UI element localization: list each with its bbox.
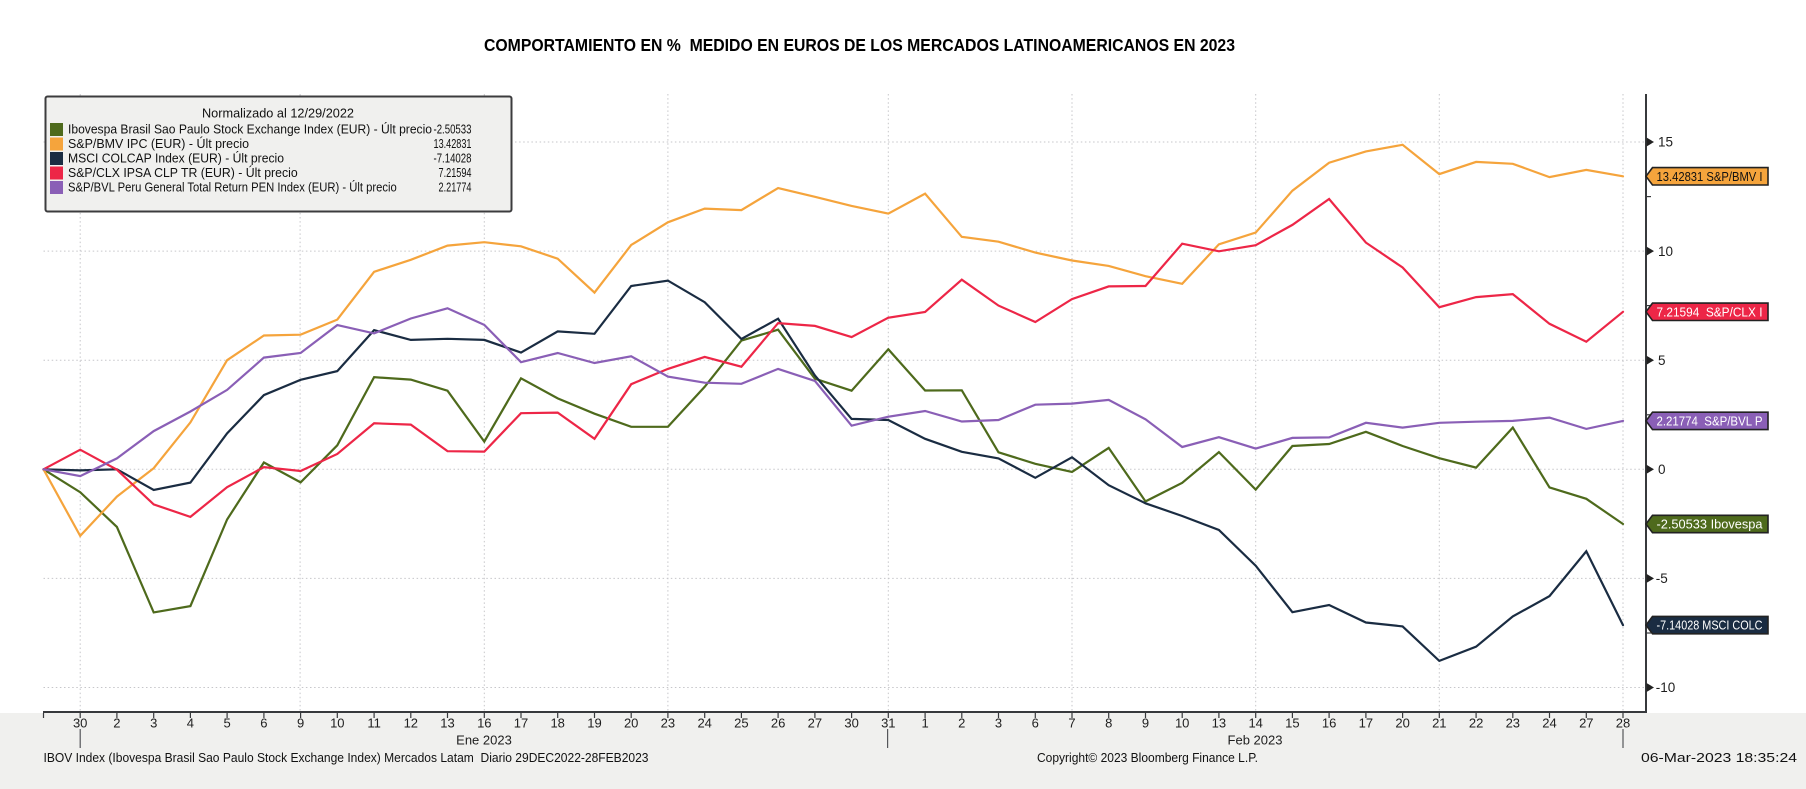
svg-text:24: 24 [1542,716,1556,731]
svg-text:10: 10 [330,716,344,731]
svg-text:IBOV Index (Ibovespa Brasil Sa: IBOV Index (Ibovespa Brasil Sao Paulo St… [44,750,649,765]
svg-text:16: 16 [1322,716,1336,731]
svg-text:Ene 2023: Ene 2023 [456,733,512,748]
svg-text:30: 30 [73,716,87,731]
svg-text:19: 19 [587,716,601,731]
svg-text:Feb 2023: Feb 2023 [1228,733,1283,748]
svg-text:0: 0 [1658,462,1666,477]
svg-text:15: 15 [1658,135,1673,150]
svg-text:MSCI COLCAP Index (EUR) - Últ: MSCI COLCAP Index (EUR) - Últ precio [68,151,284,166]
svg-text:12: 12 [404,716,418,731]
svg-text:10: 10 [1175,716,1189,731]
svg-text:3: 3 [150,716,157,731]
svg-text:14: 14 [1248,716,1262,731]
svg-text:11: 11 [367,716,381,731]
svg-text:6: 6 [1032,716,1039,731]
svg-text:13.42831: 13.42831 [434,137,472,151]
svg-text:23: 23 [661,716,675,731]
svg-text:2: 2 [958,716,965,731]
svg-text:16: 16 [477,716,491,731]
svg-text:7.21594 S&P/CLX I: 7.21594 S&P/CLX I [1657,304,1763,319]
svg-text:17: 17 [1359,716,1373,731]
svg-text:27: 27 [808,716,822,731]
svg-text:S&P/CLX IPSA CLP TR (EUR) - Úl: S&P/CLX IPSA CLP TR (EUR) - Últ precio [68,165,298,180]
svg-text:4: 4 [187,716,194,731]
svg-text:7.21594: 7.21594 [439,166,472,180]
svg-text:20: 20 [1395,716,1409,731]
svg-text:27: 27 [1579,716,1593,731]
svg-text:23: 23 [1506,716,1520,731]
svg-text:-2.50533 Ibovespa: -2.50533 Ibovespa [1657,517,1764,532]
svg-text:2.21774 S&P/BVL P: 2.21774 S&P/BVL P [1657,414,1763,429]
svg-text:28: 28 [1616,716,1630,731]
svg-text:9: 9 [297,716,304,731]
svg-text:5: 5 [1658,353,1666,368]
svg-text:10: 10 [1658,244,1673,259]
svg-text:-2.50533: -2.50533 [434,123,472,137]
svg-text:20: 20 [624,716,638,731]
svg-text:-7.14028 MSCI COLC: -7.14028 MSCI COLC [1657,618,1763,633]
svg-text:S&P/BVL Peru General Total Ret: S&P/BVL Peru General Total Return PEN In… [68,180,397,195]
svg-text:-5: -5 [1656,571,1668,586]
svg-text:5: 5 [223,716,230,731]
svg-text:Copyright© 2023 Bloomberg Fina: Copyright© 2023 Bloomberg Finance L.P. [1037,750,1258,765]
svg-text:25: 25 [734,716,748,731]
svg-text:-7.14028: -7.14028 [434,152,472,166]
svg-text:Normalizado al 12/29/2022: Normalizado al 12/29/2022 [202,107,354,121]
svg-text:6: 6 [260,716,267,731]
svg-text:17: 17 [514,716,528,731]
svg-text:7: 7 [1068,716,1075,731]
svg-text:9: 9 [1142,716,1149,731]
svg-text:-10: -10 [1656,680,1676,695]
svg-text:06-Mar-2023 18:35:24: 06-Mar-2023 18:35:24 [1641,750,1797,765]
svg-text:26: 26 [771,716,785,731]
svg-text:2.21774: 2.21774 [439,181,472,195]
svg-text:13.42831 S&P/BMV I: 13.42831 S&P/BMV I [1657,169,1763,184]
svg-text:COMPORTAMIENTO EN % MEDIDO EN: COMPORTAMIENTO EN % MEDIDO EN EUROS DE L… [484,35,1235,55]
svg-text:15: 15 [1285,716,1299,731]
svg-text:18: 18 [550,716,564,731]
svg-text:30: 30 [844,716,858,731]
svg-text:S&P/BMV IPC (EUR) - Últ precio: S&P/BMV IPC (EUR) - Últ precio [68,136,249,151]
svg-text:31: 31 [881,716,895,731]
svg-text:Ibovespa Brasil Sao Paulo Stoc: Ibovespa Brasil Sao Paulo Stock Exchange… [68,122,432,137]
svg-text:13: 13 [1212,716,1226,731]
svg-text:22: 22 [1469,716,1483,731]
svg-text:2: 2 [113,716,120,731]
svg-text:8: 8 [1105,716,1112,731]
svg-text:13: 13 [440,716,454,731]
svg-text:21: 21 [1432,716,1446,731]
svg-text:24: 24 [697,716,711,731]
svg-text:1: 1 [921,716,928,731]
svg-text:3: 3 [995,716,1002,731]
